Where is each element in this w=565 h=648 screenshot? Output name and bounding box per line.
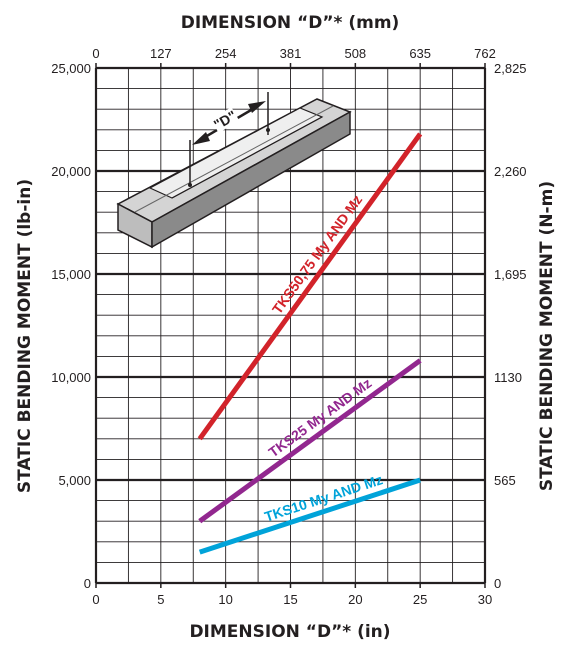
y-tick-label-lbin: 25,000 <box>51 61 91 76</box>
y-tick-label-lbin: 0 <box>84 576 91 591</box>
x-tick-label-in: 20 <box>348 592 362 607</box>
y-tick-label-nm: 1,695 <box>494 267 527 282</box>
x-tick-label-in: 5 <box>157 592 164 607</box>
series-line <box>198 358 422 524</box>
y-tick-label-lbin: 15,000 <box>51 267 91 282</box>
series-lines <box>197 132 423 555</box>
stage-ridge <box>134 105 334 213</box>
y-axis-title-lbin: STATIC BENDING MOMENT (lb-in) <box>15 179 35 493</box>
y-tick-label-nm: 0 <box>494 576 501 591</box>
series-label: TKS50,75 My AND Mz <box>269 192 366 317</box>
dimension-label: "D" <box>211 107 239 133</box>
dimension-label-bg <box>210 107 240 133</box>
linear-stage-illustration: "D" <box>116 92 352 249</box>
y-tick-label-nm: 565 <box>494 473 516 488</box>
mount-hole <box>266 128 270 132</box>
y-tick-label-lbin: 20,000 <box>51 164 91 179</box>
x-tick-label-mm: 0 <box>92 46 99 61</box>
x-tick-label-mm: 381 <box>280 46 302 61</box>
grid <box>94 63 487 588</box>
x-tick-label-mm: 127 <box>150 46 172 61</box>
dimension-arrow-head-right <box>248 101 266 113</box>
y-tick-label-nm: 2,260 <box>494 164 527 179</box>
x-tick-label-in: 25 <box>413 592 427 607</box>
x-tick-label-mm: 508 <box>344 46 366 61</box>
x-tick-label-in: 10 <box>218 592 232 607</box>
x-tick-label-mm: 762 <box>474 46 496 61</box>
mount-hole <box>188 183 192 187</box>
stage-ridge <box>171 116 323 199</box>
x-tick-label-mm: 635 <box>409 46 431 61</box>
tick-labels: 0 5 10 15 20 25 300 127 254 381 508 635 76205,00010,… <box>51 46 526 607</box>
y-tick-label-lbin: 10,000 <box>51 370 91 385</box>
series-line <box>197 132 423 441</box>
y-tick-label-nm: 2,825 <box>494 61 527 76</box>
series-label: TKS25 My AND Mz <box>265 375 374 460</box>
y-tick-label-lbin: 5,000 <box>58 473 91 488</box>
stage-front-face <box>151 110 351 249</box>
x-axis-title-in: DIMENSION “D”* (in) <box>189 622 390 642</box>
x-tick-label-in: 15 <box>283 592 297 607</box>
x-tick-label-mm: 254 <box>215 46 237 61</box>
series-line <box>198 477 421 555</box>
x-tick-label-in: 0 <box>92 592 99 607</box>
x-axis-title-mm: DIMENSION “D”* (mm) <box>181 13 400 33</box>
y-axis-title-nm: STATIC BENDING MOMENT (N-m) <box>537 181 557 491</box>
y-tick-label-nm: 1130 <box>494 370 522 385</box>
x-tick-label-in: 30 <box>478 592 492 607</box>
dimension-arrow-head-left <box>192 132 210 145</box>
